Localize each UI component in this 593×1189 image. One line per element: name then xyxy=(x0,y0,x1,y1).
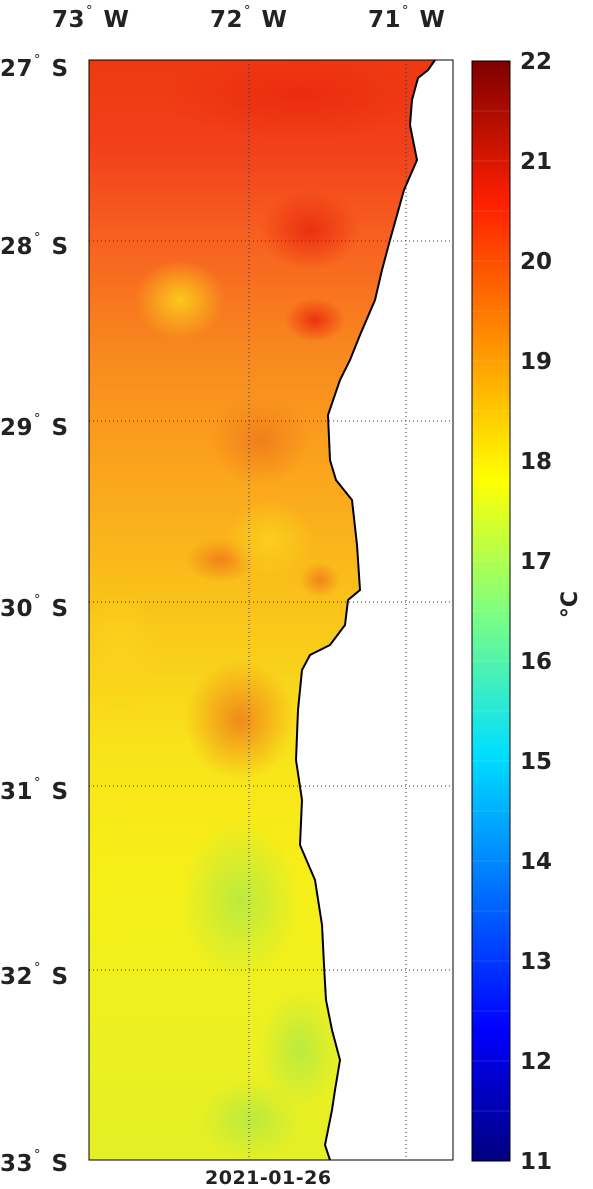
latitude-label-31s: 31° S xyxy=(0,776,69,805)
colorbar-tick-20: 20 xyxy=(520,249,553,275)
map-frame xyxy=(88,59,454,1161)
graticule xyxy=(89,60,453,1160)
colorbar-tick-15: 15 xyxy=(520,749,553,775)
colorbar-tick-21: 21 xyxy=(520,149,553,175)
colorbar-tick-18: 18 xyxy=(520,449,553,475)
colorbar-tick-11: 11 xyxy=(520,1149,553,1175)
colorbar-tick-14: 14 xyxy=(520,849,553,875)
coastline xyxy=(294,59,436,1161)
longitude-label-73w: 73° W xyxy=(52,4,130,33)
colorbar-tick-17: 17 xyxy=(520,549,553,575)
colorbar-tick-13: 13 xyxy=(520,949,553,975)
colorbar-tick-12: 12 xyxy=(520,1049,553,1075)
latitude-label-32s: 32° S xyxy=(0,961,69,990)
colorbar-bands xyxy=(472,110,510,1112)
latitude-label-30s: 30° S xyxy=(0,593,69,622)
colorbar-tick-16: 16 xyxy=(520,649,553,675)
colorbar xyxy=(471,60,511,1162)
latitude-label-28s: 28° S xyxy=(0,231,69,260)
map-date-label: 2021-01-26 xyxy=(205,1167,332,1189)
longitude-label-71w: 71° W xyxy=(368,4,446,33)
latitude-label-29s: 29° S xyxy=(0,412,69,441)
latitude-label-33s: 33° S xyxy=(0,1148,69,1177)
latitude-label-27s: 27° S xyxy=(0,53,69,82)
colorbar-tick-22: 22 xyxy=(520,49,553,75)
longitude-label-72w: 72° W xyxy=(210,4,288,33)
colorbar-tick-19: 19 xyxy=(520,349,553,375)
colorbar-unit-label: °C xyxy=(558,590,584,619)
